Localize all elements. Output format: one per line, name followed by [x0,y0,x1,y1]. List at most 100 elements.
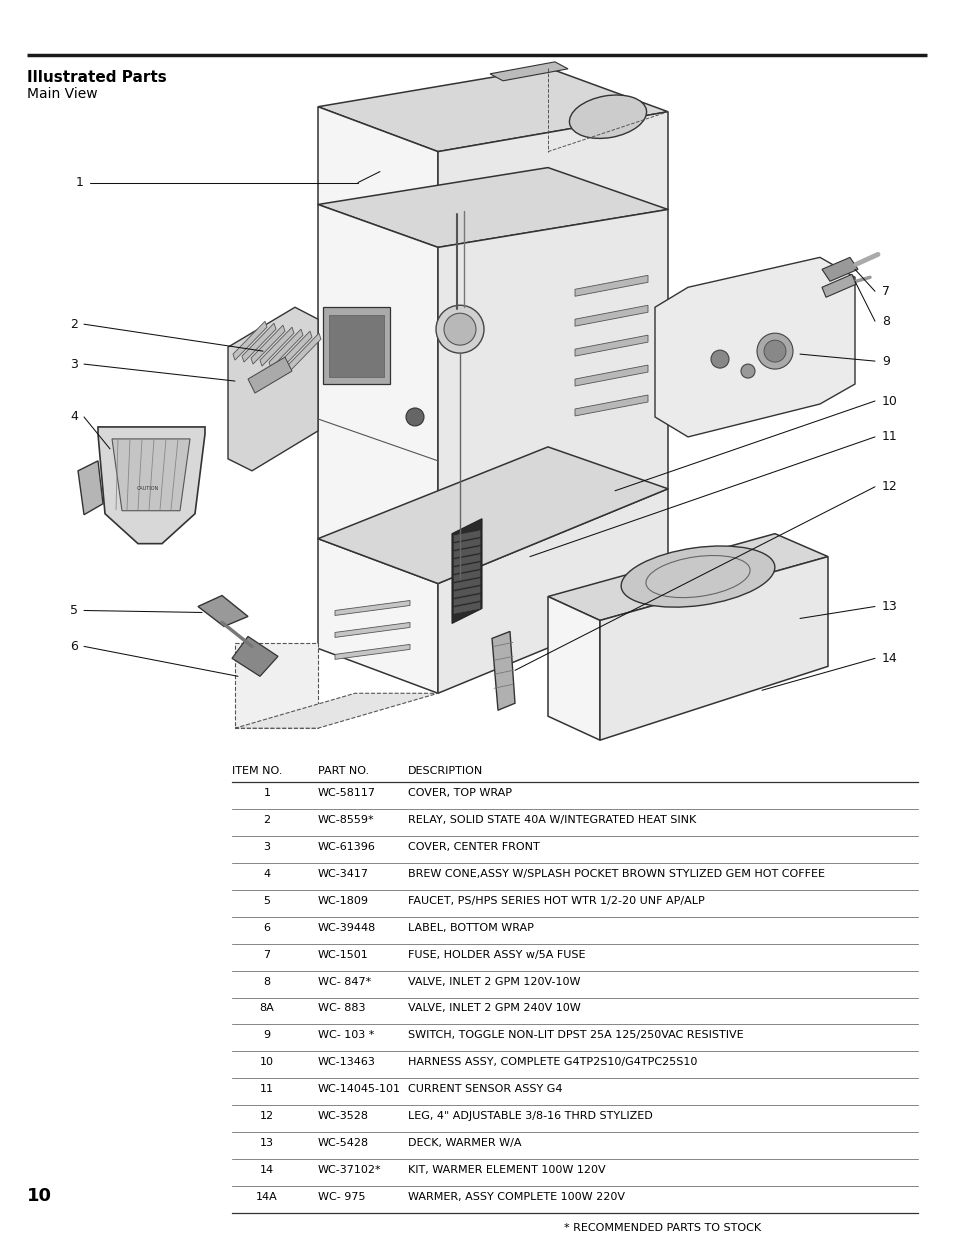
Ellipse shape [436,305,483,353]
Text: WC-5428: WC-5428 [317,1139,369,1149]
Text: 7: 7 [882,285,889,298]
Text: WC-37102*: WC-37102* [317,1165,381,1174]
Polygon shape [233,321,267,361]
Polygon shape [228,308,317,471]
Polygon shape [821,257,857,282]
Polygon shape [454,538,479,550]
Text: 4: 4 [71,410,78,424]
Polygon shape [78,461,103,515]
Ellipse shape [740,364,754,378]
Text: 9: 9 [263,1030,271,1040]
Text: WC-58117: WC-58117 [317,788,375,798]
Text: 4: 4 [263,869,271,879]
Text: Main View: Main View [27,86,97,101]
Text: 14A: 14A [255,1192,277,1202]
Polygon shape [260,327,294,366]
Text: Illustrated Parts: Illustrated Parts [27,70,167,85]
Polygon shape [655,257,854,437]
Polygon shape [323,308,390,384]
Text: KIT, WARMER ELEMENT 100W 120V: KIT, WARMER ELEMENT 100W 120V [408,1165,605,1174]
Polygon shape [454,594,479,605]
Text: 7: 7 [263,950,271,960]
Polygon shape [454,578,479,589]
Ellipse shape [443,314,476,345]
Polygon shape [317,205,437,584]
Text: VALVE, INLET 2 GPM 240V 10W: VALVE, INLET 2 GPM 240V 10W [408,1004,580,1014]
Ellipse shape [763,340,785,362]
Text: PART NO.: PART NO. [317,766,369,776]
Polygon shape [242,324,275,362]
Polygon shape [454,555,479,566]
Text: WC-3528: WC-3528 [317,1112,369,1121]
Text: 3: 3 [71,358,78,370]
Text: ITEM NO.: ITEM NO. [232,766,282,776]
Text: COVER, TOP WRAP: COVER, TOP WRAP [408,788,512,798]
Polygon shape [454,563,479,573]
Text: * RECOMMENDED PARTS TO STOCK: * RECOMMENDED PARTS TO STOCK [564,1223,760,1233]
Ellipse shape [710,351,728,368]
Polygon shape [269,330,303,368]
Text: 8: 8 [263,977,271,987]
Polygon shape [454,531,479,542]
Polygon shape [454,547,479,558]
Polygon shape [198,595,248,626]
Text: COVER, CENTER FRONT: COVER, CENTER FRONT [408,842,539,852]
Polygon shape [251,325,285,364]
Polygon shape [454,603,479,614]
Polygon shape [234,693,437,729]
Polygon shape [335,622,410,637]
Text: 5: 5 [263,895,271,905]
Text: WC- 975: WC- 975 [317,1192,365,1202]
Text: 12: 12 [882,480,897,493]
Text: FAUCET, PS/HPS SERIES HOT WTR 1/2-20 UNF AP/ALP: FAUCET, PS/HPS SERIES HOT WTR 1/2-20 UNF… [408,895,704,905]
Text: RELAY, SOLID STATE 40A W/INTEGRATED HEAT SINK: RELAY, SOLID STATE 40A W/INTEGRATED HEAT… [408,815,696,825]
Polygon shape [492,631,515,710]
Polygon shape [98,427,205,543]
Polygon shape [232,636,277,677]
Polygon shape [277,331,312,370]
Polygon shape [287,333,320,372]
Polygon shape [248,357,292,393]
Polygon shape [335,600,410,615]
Polygon shape [454,571,479,582]
Text: 14: 14 [882,652,897,664]
Ellipse shape [620,546,774,608]
Text: WC-8559*: WC-8559* [317,815,375,825]
Text: WC- 883: WC- 883 [317,1004,365,1014]
Polygon shape [547,534,827,620]
Text: CAUTION: CAUTION [136,487,159,492]
Polygon shape [234,643,317,729]
Polygon shape [437,111,667,247]
Text: WC-1809: WC-1809 [317,895,369,905]
Polygon shape [599,557,827,740]
Text: CURRENT SENSOR ASSY G4: CURRENT SENSOR ASSY G4 [408,1084,562,1094]
Text: 6: 6 [71,640,78,653]
Polygon shape [317,538,437,693]
Text: WC-13463: WC-13463 [317,1057,375,1067]
Text: 11: 11 [882,431,897,443]
Text: WC-3417: WC-3417 [317,869,369,879]
Text: 2: 2 [263,815,271,825]
Ellipse shape [757,333,792,369]
Polygon shape [329,315,384,377]
Text: 13: 13 [260,1139,274,1149]
Text: 10: 10 [27,1187,52,1205]
Text: 8: 8 [882,315,889,327]
Text: DESCRIPTION: DESCRIPTION [408,766,483,776]
Polygon shape [575,366,647,387]
Polygon shape [317,168,667,247]
Text: DECK, WARMER W/A: DECK, WARMER W/A [408,1139,521,1149]
Text: WC-1501: WC-1501 [317,950,369,960]
Text: 14: 14 [259,1165,274,1174]
Text: 5: 5 [70,604,78,618]
Polygon shape [490,62,567,80]
Text: WARMER, ASSY COMPLETE 100W 220V: WARMER, ASSY COMPLETE 100W 220V [408,1192,624,1202]
Polygon shape [317,447,667,584]
Polygon shape [575,395,647,416]
Text: FUSE, HOLDER ASSY w/5A FUSE: FUSE, HOLDER ASSY w/5A FUSE [408,950,585,960]
Text: 2: 2 [71,317,78,331]
Polygon shape [317,68,667,152]
Ellipse shape [569,95,646,138]
Text: SWITCH, TOGGLE NON-LIT DPST 25A 125/250VAC RESISTIVE: SWITCH, TOGGLE NON-LIT DPST 25A 125/250V… [408,1030,742,1040]
Text: 1: 1 [263,788,271,798]
